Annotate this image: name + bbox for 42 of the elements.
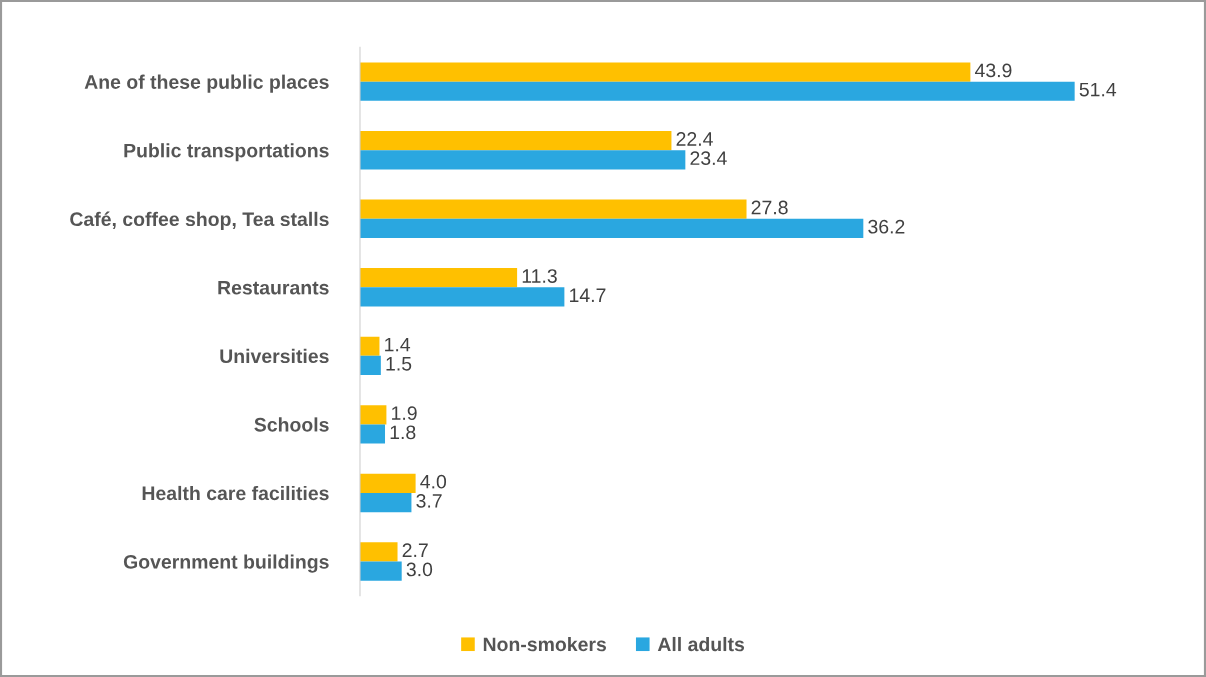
- data-label: 14.7: [570, 288, 606, 302]
- y-tick-label: Schools: [254, 417, 329, 432]
- bar: [359, 424, 386, 444]
- data-label: 2.7: [402, 543, 428, 557]
- data-label: 1.5: [386, 357, 412, 371]
- data-label: 36.2: [868, 219, 905, 234]
- data-label: 43.9: [974, 63, 1012, 78]
- data-label: 27.8: [751, 200, 788, 215]
- bar: [359, 199, 747, 219]
- data-label: 51.4: [1079, 82, 1117, 97]
- bar: [359, 355, 381, 376]
- y-tick-label: Health care facilities: [142, 485, 329, 501]
- bar: [359, 62, 971, 82]
- y-tick-label: Government buildings: [123, 554, 329, 573]
- bar: [359, 218, 864, 238]
- bar: [359, 492, 412, 513]
- data-label: 3.7: [416, 493, 442, 508]
- bar: [359, 131, 672, 151]
- data-label: 1.9: [392, 406, 417, 421]
- data-label: 1.4: [385, 337, 411, 352]
- y-tick-label: Restaurants: [218, 280, 329, 295]
- bar: [359, 405, 387, 425]
- y-tick-label: Universities: [220, 348, 329, 364]
- bar: [359, 542, 398, 562]
- legend-label: All adults: [657, 636, 745, 652]
- data-label: 1.8: [390, 425, 416, 440]
- data-label: 11.3: [522, 269, 557, 283]
- bar: [359, 268, 518, 288]
- bar: [359, 287, 565, 307]
- bar: [359, 81, 1075, 101]
- data-label: 22.4: [676, 132, 713, 146]
- bar: [359, 473, 416, 493]
- data-label: 3.0: [406, 562, 433, 577]
- y-tick-label: Public transportations: [124, 143, 329, 162]
- y-tick-label: Café, coffee shop, Tea stalls: [70, 211, 329, 230]
- bar: [359, 336, 380, 356]
- data-label: 4.0: [420, 474, 447, 489]
- y-tick-label: Ane of these public places: [84, 74, 329, 93]
- bar: [359, 561, 402, 581]
- legend-label: Non-smokers: [483, 636, 606, 652]
- data-label: 23.4: [690, 151, 727, 166]
- bar: [359, 150, 686, 170]
